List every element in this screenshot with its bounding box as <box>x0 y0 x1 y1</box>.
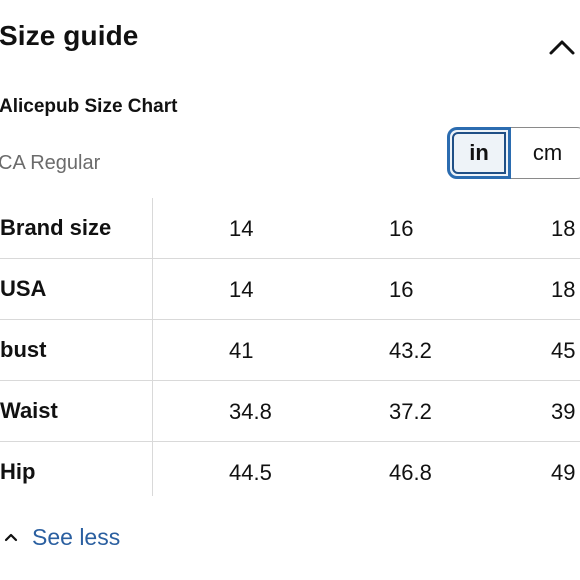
table-cell: 18 <box>551 216 576 241</box>
row-label: Hip <box>0 459 36 484</box>
page-title: Size guide <box>0 20 139 51</box>
table-row-waist: Waist 34.8 37.2 39 <box>0 381 580 442</box>
region-label: CA Regular <box>0 152 101 174</box>
table-cell: 18 <box>551 277 576 302</box>
unit-cm-button[interactable]: cm <box>509 127 580 179</box>
table-cell: 43.2 <box>389 338 432 363</box>
table-cell: 45 <box>551 338 576 363</box>
collapse-button[interactable] <box>544 30 580 62</box>
row-label: Brand size <box>0 215 112 240</box>
row-label: Waist <box>0 398 58 423</box>
see-less-label: See less <box>32 523 121 550</box>
chevron-up-icon <box>4 533 18 542</box>
table-cell: 49 <box>551 460 576 485</box>
table-row-usa: USA 14 16 18 <box>0 259 580 320</box>
table-cell: 14 <box>229 277 254 302</box>
chevron-up-icon <box>549 40 575 55</box>
table-cell: 34.8 <box>229 399 272 424</box>
table-row-brand-size: Brand size 14 16 18 <box>0 198 580 259</box>
size-table: Brand size 14 16 18 USA 14 16 18 bust 41… <box>0 198 580 502</box>
table-cell: 16 <box>389 216 414 241</box>
see-less-link[interactable]: See less <box>0 520 120 554</box>
row-label: bust <box>0 337 47 362</box>
unit-toggle: in cm <box>447 127 580 179</box>
table-column-divider <box>152 198 153 496</box>
table-row-hip: Hip 44.5 46.8 49 <box>0 442 580 502</box>
table-cell: 16 <box>389 277 414 302</box>
table-row-bust: bust 41 43.2 45 <box>0 320 580 381</box>
table-cell: 37.2 <box>389 399 432 424</box>
row-label: USA <box>0 276 47 301</box>
table-cell: 39 <box>551 399 576 424</box>
table-cell: 44.5 <box>229 460 272 485</box>
size-chart-title: Alicepub Size Chart <box>0 96 178 117</box>
table-cell: 41 <box>229 338 254 363</box>
table-cell: 14 <box>229 216 254 241</box>
unit-in-button[interactable]: in <box>447 127 511 179</box>
table-cell: 46.8 <box>389 460 432 485</box>
